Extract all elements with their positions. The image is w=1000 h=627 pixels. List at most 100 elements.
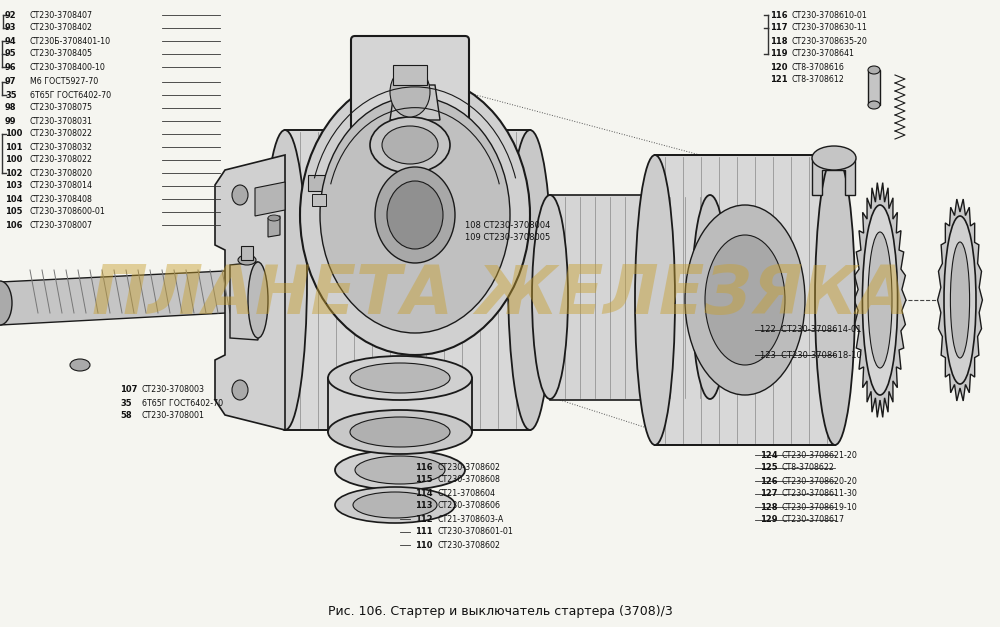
- Ellipse shape: [532, 195, 568, 399]
- Text: 6Т65Г ГОСТ6402-70: 6Т65Г ГОСТ6402-70: [30, 90, 111, 100]
- Text: СТ230-3708407: СТ230-3708407: [30, 11, 93, 19]
- Ellipse shape: [685, 205, 805, 395]
- Ellipse shape: [320, 97, 510, 333]
- Polygon shape: [655, 155, 835, 445]
- Text: СТ21-3708603-А: СТ21-3708603-А: [437, 515, 503, 524]
- Polygon shape: [390, 85, 440, 120]
- Ellipse shape: [335, 450, 465, 490]
- Bar: [312, 194, 326, 206]
- Text: 112: 112: [415, 515, 433, 524]
- Text: СТ230-3708405: СТ230-3708405: [30, 50, 93, 58]
- Text: 114: 114: [415, 488, 433, 497]
- Text: М6 ГОСТ5927-70: М6 ГОСТ5927-70: [30, 78, 98, 87]
- Text: ПЛАНЕТА ЖЕЛЕЗЯКА: ПЛАНЕТА ЖЕЛЕЗЯКА: [92, 262, 908, 328]
- Text: СТ230-3708602: СТ230-3708602: [437, 463, 500, 472]
- Text: СТ230-3708075: СТ230-3708075: [30, 103, 93, 112]
- Ellipse shape: [944, 216, 976, 384]
- Ellipse shape: [508, 130, 552, 430]
- Text: СТ230-3708003: СТ230-3708003: [142, 386, 205, 394]
- Text: 111: 111: [415, 527, 433, 537]
- Text: СТ230Б-3708401-10: СТ230Б-3708401-10: [30, 36, 111, 46]
- Text: 93: 93: [5, 23, 16, 33]
- Text: СТ230-3708400-10: СТ230-3708400-10: [30, 63, 106, 71]
- Ellipse shape: [0, 281, 12, 325]
- Polygon shape: [268, 216, 280, 237]
- Bar: [868, 70, 880, 105]
- Ellipse shape: [353, 492, 437, 518]
- Polygon shape: [938, 199, 982, 401]
- Text: СТ230-3708014: СТ230-3708014: [30, 181, 93, 191]
- Text: СТ230-3708001: СТ230-3708001: [142, 411, 205, 421]
- Ellipse shape: [705, 235, 785, 365]
- Text: 113: 113: [415, 502, 432, 510]
- Text: 108 СТ230-3708004: 108 СТ230-3708004: [465, 221, 550, 229]
- Polygon shape: [328, 378, 472, 432]
- Text: Рис. 106. Стартер и выключатель стартера (3708)/3: Рис. 106. Стартер и выключатель стартера…: [328, 606, 672, 618]
- Text: 105: 105: [5, 208, 22, 216]
- Ellipse shape: [355, 456, 445, 484]
- Text: 119: 119: [770, 50, 788, 58]
- Ellipse shape: [868, 66, 880, 74]
- Text: 123  СТ230-3708618-10: 123 СТ230-3708618-10: [760, 350, 862, 359]
- Text: СТ230-3708630-11: СТ230-3708630-11: [792, 23, 868, 33]
- Text: СТ230-3708600-01: СТ230-3708600-01: [30, 208, 106, 216]
- Text: СТ230-3708635-20: СТ230-3708635-20: [792, 36, 868, 46]
- Ellipse shape: [328, 410, 472, 454]
- Polygon shape: [255, 182, 285, 216]
- Ellipse shape: [268, 215, 280, 221]
- Text: СТ230-3708606: СТ230-3708606: [437, 502, 500, 510]
- Text: 125: 125: [760, 463, 778, 473]
- Text: 102: 102: [5, 169, 22, 177]
- Text: СТ230-3708408: СТ230-3708408: [30, 194, 93, 204]
- Ellipse shape: [300, 75, 530, 355]
- Text: СТ230-3708608: СТ230-3708608: [437, 475, 500, 485]
- Polygon shape: [550, 195, 710, 400]
- Text: 6Т65Г ГОСТ6402-70: 6Т65Г ГОСТ6402-70: [142, 399, 223, 408]
- Ellipse shape: [387, 181, 443, 249]
- Text: 35: 35: [120, 399, 132, 408]
- Text: СТ230-3708022: СТ230-3708022: [30, 155, 93, 164]
- Text: 100: 100: [5, 130, 22, 139]
- Ellipse shape: [328, 356, 472, 400]
- Polygon shape: [215, 155, 285, 430]
- Ellipse shape: [868, 101, 880, 109]
- Text: 103: 103: [5, 181, 22, 191]
- Text: СТ230-3708032: СТ230-3708032: [30, 142, 93, 152]
- Ellipse shape: [248, 262, 268, 338]
- Text: СТ230-3708602: СТ230-3708602: [437, 540, 500, 549]
- Ellipse shape: [635, 155, 675, 445]
- Text: 121: 121: [770, 75, 788, 85]
- Text: СТ230-3708031: СТ230-3708031: [30, 117, 93, 125]
- Polygon shape: [0, 270, 245, 325]
- Text: 96: 96: [5, 63, 17, 71]
- Text: СТ230-3708610-01: СТ230-3708610-01: [792, 11, 868, 19]
- Text: 58: 58: [120, 411, 132, 421]
- Ellipse shape: [335, 487, 455, 523]
- Text: 99: 99: [5, 117, 16, 125]
- Text: 107: 107: [120, 386, 137, 394]
- Ellipse shape: [263, 130, 307, 430]
- Text: 95: 95: [5, 50, 17, 58]
- Text: 98: 98: [5, 103, 16, 112]
- Text: 122  СТ230-3708614-01: 122 СТ230-3708614-01: [760, 325, 862, 334]
- Text: 127: 127: [760, 490, 778, 498]
- Text: 129: 129: [760, 515, 778, 525]
- Text: СТ230-3708620-20: СТ230-3708620-20: [782, 477, 858, 485]
- Polygon shape: [285, 130, 530, 430]
- Ellipse shape: [70, 359, 90, 371]
- Text: СТ230-3708601-01: СТ230-3708601-01: [437, 527, 513, 537]
- Text: 92: 92: [5, 11, 17, 19]
- Text: 106: 106: [5, 221, 22, 229]
- Ellipse shape: [232, 185, 248, 205]
- Text: 35: 35: [5, 90, 17, 100]
- Text: СТ230-3708020: СТ230-3708020: [30, 169, 93, 177]
- Text: СТ8-3708612: СТ8-3708612: [792, 75, 845, 85]
- Text: 116: 116: [770, 11, 788, 19]
- Text: СТ230-3708402: СТ230-3708402: [30, 23, 93, 33]
- Ellipse shape: [370, 117, 450, 173]
- Text: СТ230-3708022: СТ230-3708022: [30, 130, 93, 139]
- Text: СТ230-3708617: СТ230-3708617: [782, 515, 845, 525]
- Bar: [308, 175, 330, 191]
- Polygon shape: [230, 262, 258, 340]
- Text: 126: 126: [760, 477, 778, 485]
